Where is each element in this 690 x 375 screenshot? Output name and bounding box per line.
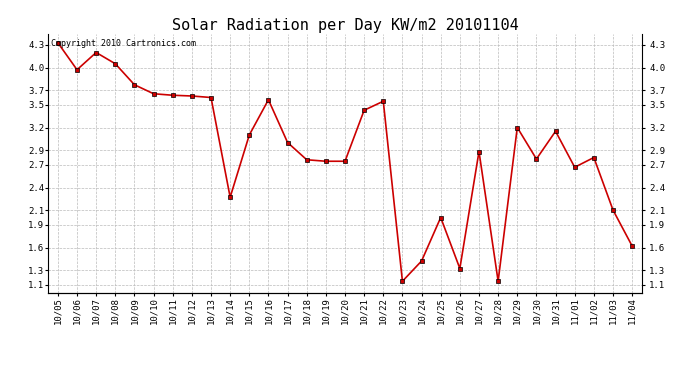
Text: Copyright 2010 Cartronics.com: Copyright 2010 Cartronics.com [51,39,196,48]
Title: Solar Radiation per Day KW/m2 20101104: Solar Radiation per Day KW/m2 20101104 [172,18,518,33]
